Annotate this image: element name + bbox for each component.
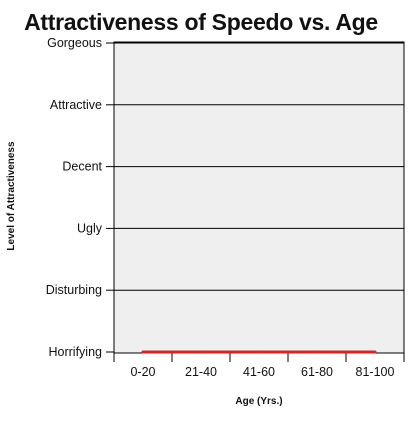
data-point-0-20 [141,350,145,354]
data-point-21-40 [199,350,203,354]
data-point-81-100 [373,350,377,354]
plot-area [113,41,405,354]
x-axis-label: Age (Yrs.) [235,396,282,407]
x-axis-ticks: 0-20 21-40 41-60 61-80 81-100 [113,353,405,379]
y-tick-label-disturbing: Disturbing [46,283,102,297]
x-tick-label-61-80: 61-80 [301,365,333,379]
y-tick-label-horrifying: Horrifying [49,345,103,359]
y-axis-label: Level of Attractiveness [6,141,17,251]
y-axis-ticks: Horrifying Disturbing Ugly Decent Attractive… [46,36,114,359]
x-tick-label-41-60: 41-60 [243,365,275,379]
data-point-41-60 [257,350,261,354]
y-tick-label-ugly: Ugly [77,221,103,235]
series-lines [141,350,377,354]
y-tick-label-decent: Decent [62,160,102,174]
data-point-61-80 [315,350,319,354]
y-tick-label-gorgeous: Gorgeous [47,36,102,50]
grid-lines [114,42,404,291]
x-tick-label-0-20: 0-20 [130,365,155,379]
x-tick-label-81-100: 81-100 [356,365,395,379]
chart-title: Attractiveness of Speedo vs. Age [24,9,378,35]
y-tick-label-attractive: Attractive [50,98,102,112]
x-tick-label-21-40: 21-40 [185,365,217,379]
